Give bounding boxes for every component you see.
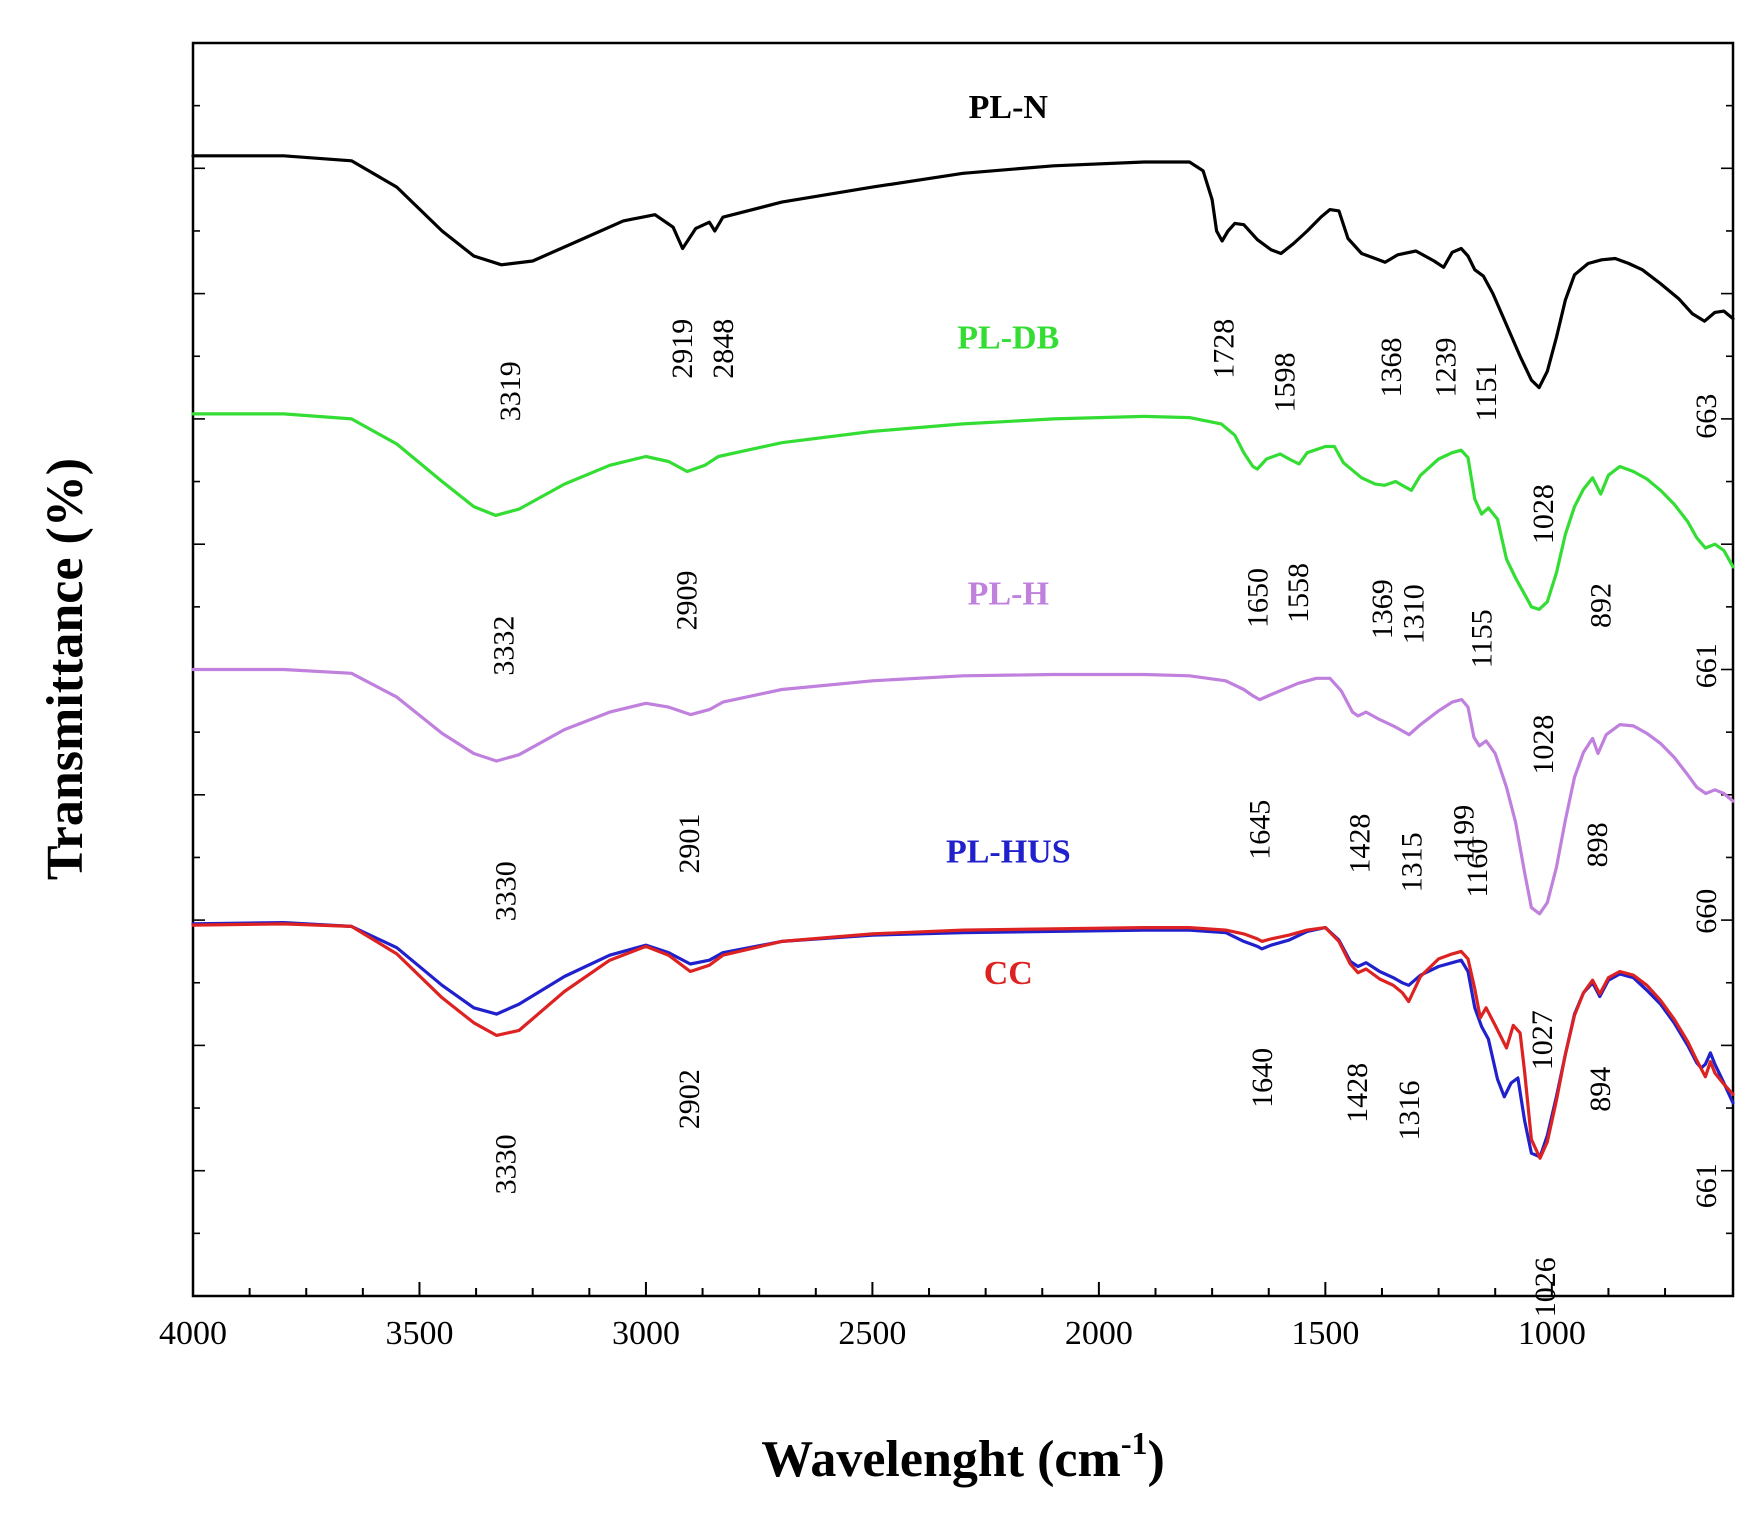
x-axis-title-main: Wavelenght (cm — [761, 1431, 1121, 1488]
series-label-pl-db: PL-DB — [957, 320, 1059, 357]
peak-label: 1160 — [1461, 839, 1494, 898]
series-label-pl-h: PL-H — [968, 575, 1049, 612]
series-line-pl-db — [191, 412, 1735, 611]
x-tick-label: 1000 — [1518, 1315, 1586, 1352]
peak-label: 1558 — [1282, 563, 1315, 623]
peak-label: 1027 — [1526, 1010, 1559, 1070]
x-tick-label: 3500 — [385, 1315, 453, 1352]
x-tick-label: 1500 — [1291, 1315, 1359, 1352]
series-label-pl-n: PL-N — [969, 89, 1049, 126]
y-axis-ticks — [193, 104, 1733, 1235]
peak-label: 1650 — [1241, 568, 1274, 628]
peak-label: 3330 — [490, 1134, 523, 1194]
peak-label: 1155 — [1466, 609, 1499, 668]
peak-label: 1316 — [1393, 1081, 1426, 1141]
series-label-pl-hus: PL-HUS — [946, 833, 1071, 870]
peak-label: 661 — [1690, 643, 1723, 688]
peak-label: 1028 — [1527, 484, 1560, 544]
peak-label: 1428 — [1343, 814, 1376, 874]
x-tick-label: 4000 — [159, 1315, 227, 1352]
series-line-pl-h — [191, 667, 1735, 916]
peak-label: 3330 — [490, 861, 523, 921]
peak-label: 660 — [1690, 889, 1723, 934]
peak-label: 1239 — [1429, 338, 1462, 398]
peak-label: 1028 — [1527, 715, 1560, 775]
peak-label: 2848 — [707, 319, 740, 379]
series-group — [191, 154, 1735, 1160]
series-line-pl-hus — [191, 921, 1735, 1159]
peak-label: 1026 — [1529, 1257, 1562, 1317]
peak-label: 2901 — [673, 814, 706, 874]
x-axis-title-suffix: ) — [1147, 1431, 1164, 1488]
peak-label: 2902 — [673, 1069, 706, 1129]
series-line-pl-n — [191, 154, 1735, 390]
peak-label: 892 — [1585, 583, 1618, 628]
plot-frame — [191, 41, 1735, 1298]
series-line-cc — [191, 922, 1735, 1160]
x-axis-ticks: 4000 3500 3000 2500 2000 1500 1000 — [159, 1282, 1667, 1352]
peak-label: 663 — [1690, 394, 1723, 439]
peak-label: 1315 — [1395, 832, 1428, 892]
peak-label: 1310 — [1398, 584, 1431, 644]
peak-label: 1369 — [1366, 579, 1399, 639]
x-axis-title-superscript: -1 — [1121, 1425, 1148, 1461]
peak-label: 1598 — [1269, 353, 1302, 413]
x-axis-title: Wavelenght (cm-1) — [761, 1425, 1165, 1488]
peak-label: 898 — [1581, 822, 1614, 867]
peak-label: 1428 — [1341, 1063, 1374, 1123]
peak-label: 1645 — [1244, 800, 1277, 860]
peak-label: 1368 — [1375, 338, 1408, 398]
peak-label: 3332 — [487, 616, 520, 676]
peak-annotations: 3319 2919 2848 1728 1598 1368 1239 1151 663 1028 3… — [487, 319, 1723, 1317]
peak-label: 1151 — [1470, 363, 1503, 422]
x-tick-label: 2000 — [1065, 1315, 1133, 1352]
peak-label: 2909 — [671, 571, 704, 631]
peak-label: 661 — [1690, 1163, 1723, 1208]
series-label-cc: CC — [984, 955, 1033, 992]
x-tick-label: 3000 — [612, 1315, 680, 1352]
peak-label: 1728 — [1207, 319, 1240, 379]
series-labels: PL-N PL-DB PL-H PL-HUS CC — [946, 89, 1071, 992]
peak-label: 1199 — [1448, 805, 1481, 864]
y-axis-title: Transmittance (%) — [37, 458, 94, 880]
peak-label: 2919 — [666, 319, 699, 379]
peak-label: 3319 — [494, 361, 527, 421]
x-tick-label: 2500 — [838, 1315, 906, 1352]
peak-label: 1640 — [1246, 1048, 1279, 1108]
peak-label: 894 — [1584, 1067, 1617, 1112]
